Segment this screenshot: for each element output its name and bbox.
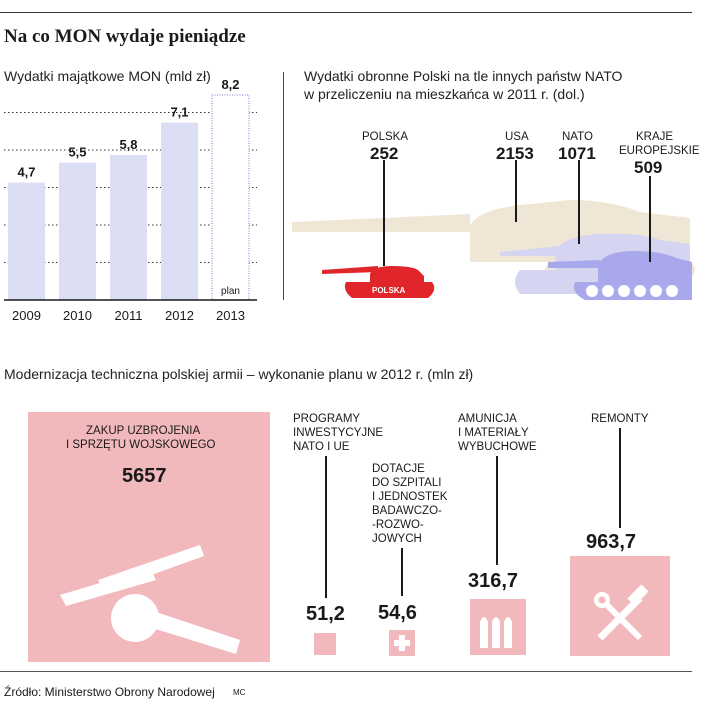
amunicja-label-2: I MATERIAŁY [458, 427, 529, 439]
x-tick-label: 2013 [216, 308, 245, 323]
bar-value-label: 8,2 [221, 77, 239, 92]
dotacje-label-3: I JEDNOSTEK [372, 491, 448, 503]
tank-eu-wheels [586, 285, 678, 297]
value-polska: 252 [370, 144, 399, 163]
x-tick-label: 2010 [63, 308, 92, 323]
zakup-label-2: I SPRZĘTU WOJSKOWEGO [66, 439, 216, 451]
amunicja-label-1: AMUNICJA [458, 413, 517, 425]
value-eu: 509 [634, 158, 663, 177]
source-note: Źródło: Ministerstwo Obrony Narodowej [4, 685, 215, 699]
dotacje-label-1: DOTACJE [372, 463, 425, 475]
label-eu-1: KRAJE [636, 131, 674, 143]
dotacje-label-4: BADAWCZO- [372, 505, 442, 517]
chart2-subtitle: w przeliczeniu na mieszkańca w 2011 r. (… [304, 86, 585, 102]
programy-label-3: NATO I UE [293, 441, 350, 453]
x-tick-label: 2011 [115, 308, 143, 323]
wrench-hammer-icon [594, 584, 649, 641]
label-usa: USA [505, 131, 529, 143]
tank-eu [548, 251, 692, 300]
chart1-svg: 4,7 2009 5,5 2010 5,8 2011 7,1 2012 8,2 2013 plan [4, 77, 257, 323]
zakup-label-1: ZAKUP UZBROJENIA [86, 425, 201, 437]
value-nato: 1071 [558, 144, 596, 163]
zakup-value: 5657 [122, 465, 167, 487]
dotacje-label-6: JOWYCH [372, 533, 422, 545]
bar [161, 122, 198, 300]
block-programy [314, 633, 336, 655]
medical-cross-icon [394, 635, 410, 651]
plan-label: plan [221, 286, 240, 297]
block-remonty [570, 556, 670, 656]
credit: MC [233, 688, 246, 697]
amunicja-label-3: WYBUCHOWE [458, 441, 537, 453]
tank-polska [322, 266, 435, 298]
ammo-icon [480, 617, 512, 648]
dotacje-label-5: -ROZWO- [372, 519, 424, 531]
chart1-title: Wydatki majątkowe MON (mld zł) [4, 68, 211, 84]
label-polska: POLSKA [362, 131, 409, 143]
programy-label-1: PROGRAMY [293, 413, 361, 425]
label-eu-2: EUROPEJSKIE [619, 145, 700, 157]
chart3-title: Modernizacja techniczna polskiej armii –… [4, 366, 474, 382]
value-usa: 2153 [496, 144, 534, 163]
cannon-icon [60, 545, 240, 654]
label-nato: NATO [562, 131, 593, 143]
tanks-svg [292, 160, 695, 300]
bar-value-label: 5,8 [119, 137, 137, 152]
dotacje-label-2: DO SZPITALI [372, 477, 442, 489]
bar [8, 182, 45, 300]
chart2-title: Wydatki obronne Polski na tle innych pań… [304, 68, 623, 84]
dotacje-value: 54,6 [378, 602, 417, 624]
programy-value: 51,2 [306, 603, 345, 625]
bar-value-label: 4,7 [17, 165, 35, 180]
bar [59, 162, 96, 300]
bar [110, 155, 147, 300]
page-title: Na co MON wydaje pieniądze [4, 26, 246, 47]
footer-rule [0, 671, 692, 672]
x-tick-label: 2012 [165, 308, 194, 323]
section-divider [283, 72, 284, 300]
programy-label-2: INWESTYCYJNE [293, 427, 384, 439]
amunicja-value: 316,7 [468, 570, 519, 592]
remonty-value: 963,7 [586, 531, 637, 553]
tank-polska-label: POLSKA [372, 286, 406, 295]
remonty-label: REMONTY [591, 413, 649, 425]
bar-value-label: 7,1 [170, 105, 188, 120]
bar-value-label: 5,5 [68, 145, 86, 160]
x-tick-label: 2009 [12, 308, 41, 323]
top-rule [0, 12, 692, 13]
